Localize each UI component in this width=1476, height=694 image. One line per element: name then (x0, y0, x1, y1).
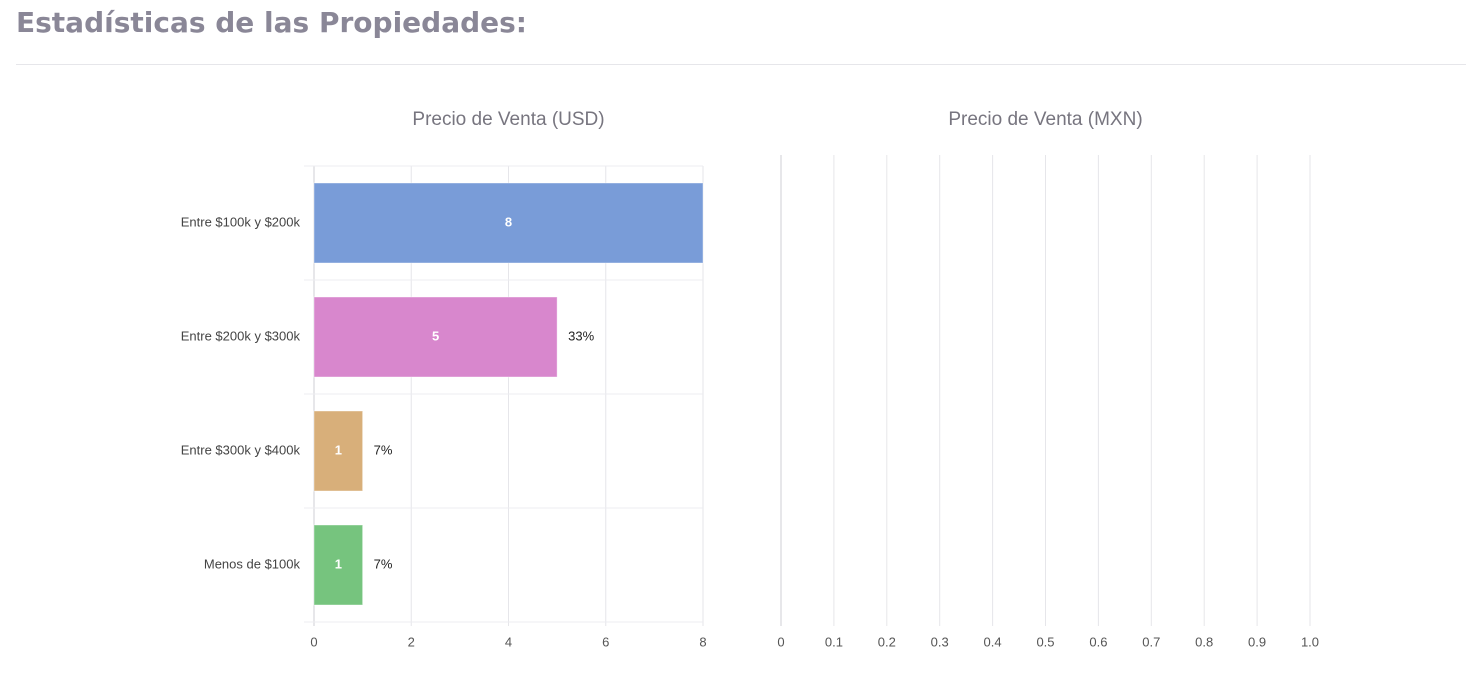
x-tick-label: 8 (699, 634, 706, 649)
y-tick-label: Entre $100k y $200k (181, 214, 301, 229)
bar-value-label: 5 (432, 328, 439, 343)
page-title: Estadísticas de las Propiedades: (16, 6, 527, 39)
x-tick-label: 0.7 (1142, 634, 1160, 649)
chart-title: Precio de Venta (MXN) (948, 109, 1142, 130)
x-tick-label: 2 (408, 634, 415, 649)
x-tick-label: 0.1 (825, 634, 843, 649)
chart-title: Precio de Venta (USD) (412, 109, 604, 130)
x-tick-label: 0 (777, 634, 784, 649)
y-tick-label: Entre $200k y $300k (181, 328, 301, 343)
x-tick-label: 0.8 (1195, 634, 1213, 649)
x-tick-label: 0.2 (878, 634, 896, 649)
bar (313, 182, 704, 264)
x-tick-label: 0.5 (1036, 634, 1054, 649)
x-tick-label: 0.4 (984, 634, 1002, 649)
divider (16, 64, 1466, 65)
x-tick-label: 1.0 (1301, 634, 1319, 649)
x-tick-label: 0 (310, 634, 317, 649)
bar (313, 524, 364, 606)
y-tick-label: Menos de $100k (204, 556, 301, 571)
bar-percentage-label: 33% (568, 328, 594, 343)
x-tick-label: 0.3 (931, 634, 949, 649)
bar (313, 410, 364, 492)
bar-percentage-label: 7% (374, 556, 393, 571)
bar-value-label: 1 (335, 556, 342, 571)
x-tick-label: 0.9 (1248, 634, 1266, 649)
bar-value-label: 1 (335, 442, 342, 457)
y-tick-label: Entre $300k y $400k (181, 442, 301, 457)
bar (313, 296, 558, 378)
x-tick-label: 4 (505, 634, 512, 649)
x-tick-label: 0.6 (1089, 634, 1107, 649)
bar-value-label: 8 (505, 214, 512, 229)
bar-percentage-label: 7% (374, 442, 393, 457)
x-tick-label: 6 (602, 634, 609, 649)
